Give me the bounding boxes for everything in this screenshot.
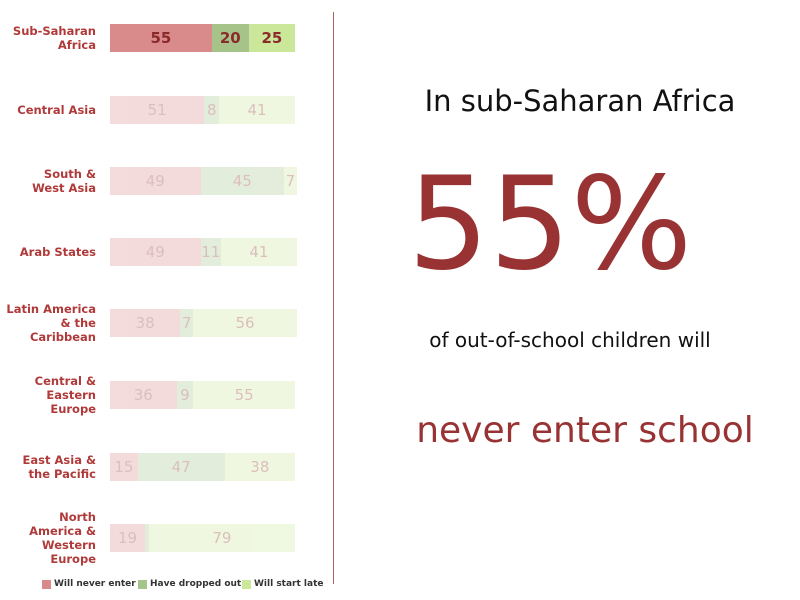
bar-segment: 41 <box>221 238 297 266</box>
category-label: North America & Western Europe <box>29 510 96 566</box>
legend-swatch <box>138 579 147 589</box>
legend-item: Have dropped out <box>138 579 241 589</box>
bar-segment: 56 <box>193 309 297 337</box>
bar-segment: 7 <box>180 309 194 337</box>
bar-segment: 41 <box>219 96 295 124</box>
bar-segment: 8 <box>204 96 220 124</box>
bar-segment: 9 <box>176 381 194 409</box>
legend-label: Will start late <box>254 579 324 589</box>
bar-segment: 11 <box>200 238 221 266</box>
category-label: South & West Asia <box>32 167 96 195</box>
bar-segment <box>145 524 149 552</box>
bar-segment: 51 <box>110 96 205 124</box>
bar-segment: 55 <box>193 381 295 409</box>
legend-item: Will never enter <box>42 579 136 589</box>
bar-segment: 7 <box>283 167 297 195</box>
category-label: Sub-Saharan Africa <box>12 24 96 52</box>
bar-segment: 45 <box>200 167 284 195</box>
category-label: East Asia & the Pacific <box>22 453 96 481</box>
bar-segment: 15 <box>110 453 138 481</box>
divider <box>333 12 334 584</box>
big-number: 55% <box>407 150 693 299</box>
category-label: Latin America & the Caribbean <box>6 302 96 344</box>
legend-item: Will start late <box>242 579 324 589</box>
headline: In sub-Saharan Africa <box>424 84 736 118</box>
bar-segment: 49 <box>110 238 201 266</box>
emphasis: never enter school <box>416 410 754 451</box>
legend-swatch <box>242 579 251 589</box>
bar-segment: 38 <box>224 453 295 481</box>
bar-segment: 49 <box>110 167 201 195</box>
legend-label: Will never enter <box>54 579 136 589</box>
bar-segment: 55 <box>110 24 212 52</box>
subline: of out-of-school children will <box>429 328 711 352</box>
bar-segment: 38 <box>110 309 181 337</box>
category-label: Central Asia <box>17 103 96 117</box>
bar-segment: 19 <box>110 524 146 552</box>
category-label: Arab States <box>19 245 96 259</box>
legend-label: Have dropped out <box>150 579 242 589</box>
bar-segment: 79 <box>148 524 295 552</box>
bar-segment: 20 <box>211 24 249 52</box>
bar-segment: 47 <box>137 453 225 481</box>
category-label: Central & Eastern Europe <box>34 374 96 416</box>
bar-segment: 25 <box>248 24 295 52</box>
bar-segment: 36 <box>110 381 177 409</box>
legend-swatch <box>42 579 51 589</box>
